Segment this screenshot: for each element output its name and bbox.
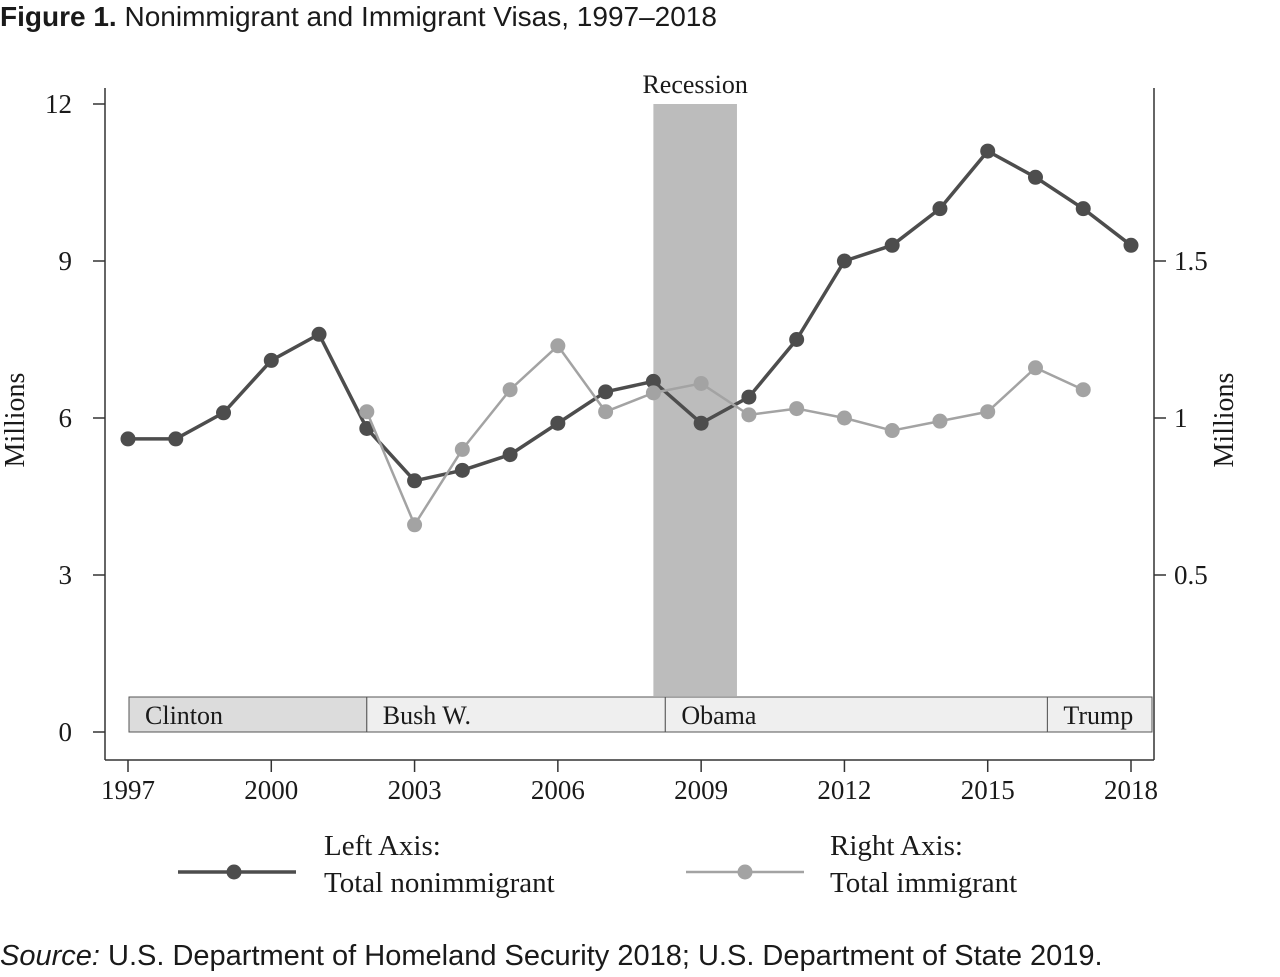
chart-axes-layer: 0 3 6 9 12 0.5 1 1.5 1997 2000 2003 2006 2009 2012 201… (0, 88, 1240, 805)
recession-label: Recession (642, 70, 747, 99)
data-point (693, 415, 709, 431)
data-point (263, 352, 279, 368)
chart-legend-layer: Left Axis: Total nonimmigrant Right Axis: T… (178, 830, 1017, 899)
figure-title-text: Nonimmigrant and Immigrant Visas, 1997–2… (124, 1, 717, 32)
administration-segment (1046, 696, 1153, 733)
x-axis-tick-label: 2006 (531, 775, 585, 805)
data-point (693, 375, 709, 391)
data-point (836, 253, 852, 269)
x-axis-tick-label: 2009 (674, 775, 728, 805)
legend-item: Left Axis: Total nonimmigrant (178, 830, 555, 899)
data-point (407, 517, 423, 533)
data-point (407, 473, 423, 489)
right-axis-title: Millions (1209, 373, 1240, 468)
legend-axis-title: Left Axis: (324, 830, 441, 862)
data-point (359, 404, 375, 420)
data-point (741, 389, 757, 405)
data-point (502, 382, 518, 398)
administration-label: Obama (681, 701, 757, 730)
x-axis-tick-label: 2015 (961, 775, 1015, 805)
left-axis-tick-label: 0 (59, 717, 73, 747)
series-line (365, 344, 1084, 527)
left-axis-title: Millions (0, 373, 31, 468)
data-point (884, 237, 900, 253)
source-note: Source: U.S. Department of Homeland Secu… (0, 936, 1103, 976)
data-point (932, 413, 948, 429)
x-axis-tick-label: 2012 (817, 775, 871, 805)
data-point (789, 401, 805, 417)
legend-swatch-marker (226, 864, 242, 880)
legend-item: Right Axis: Total immigrant (686, 830, 1017, 899)
right-axis-tick-label: 0.5 (1174, 560, 1208, 590)
data-point (454, 441, 470, 457)
data-point (980, 143, 996, 159)
legend-axis-title: Right Axis: (830, 830, 963, 862)
data-point (502, 447, 518, 463)
data-point (1027, 169, 1043, 185)
right-axis-tick-label: 1 (1174, 403, 1188, 433)
left-axis-tick-label: 3 (59, 560, 73, 590)
left-axis-tick-label: 6 (59, 403, 73, 433)
data-point (980, 404, 996, 420)
data-point (645, 373, 661, 389)
right-axis-tick-label: 1.5 (1174, 246, 1208, 276)
left-axis-tick-label: 9 (59, 246, 73, 276)
data-point (1027, 360, 1043, 376)
data-point (311, 326, 327, 342)
chart-series-layer (120, 143, 1139, 533)
series-total-nonimmigrant (120, 143, 1139, 489)
data-point (789, 332, 805, 347)
administration-label: Clinton (145, 701, 223, 730)
left-axis-tick-label: 12 (45, 89, 72, 119)
source-label: Source: (0, 940, 100, 972)
legend-series-name: Total nonimmigrant (324, 867, 555, 899)
administration-segment (664, 696, 1048, 733)
figure-title: Figure 1. Nonimmigrant and Immigrant Vis… (0, 0, 717, 34)
data-point (216, 405, 232, 421)
x-axis-tick-label: 2018 (1104, 775, 1158, 805)
data-point (168, 431, 184, 447)
data-point (884, 423, 900, 439)
source-text: U.S. Department of Homeland Security 201… (108, 940, 1103, 972)
data-point (550, 415, 566, 431)
x-axis-tick-label: 2003 (388, 775, 442, 805)
chart-background-layer: Recession Clinton Bush W. Obama Trump (128, 70, 1153, 733)
data-point (1075, 382, 1091, 398)
administration-segment (128, 696, 368, 733)
legend-series-name: Total immigrant (830, 867, 1017, 899)
series-total-immigrant (359, 338, 1091, 533)
data-point (1123, 237, 1139, 253)
data-point (645, 385, 661, 401)
data-point (120, 431, 136, 447)
data-point (454, 462, 470, 478)
data-point (1075, 201, 1091, 217)
x-axis-tick-label: 1997 (101, 775, 155, 805)
legend-swatch-marker (737, 864, 753, 880)
data-point (598, 404, 614, 420)
recession-band (653, 104, 737, 696)
administration-label: Trump (1063, 701, 1133, 730)
data-point (836, 410, 852, 426)
x-axis-tick-label: 2000 (244, 775, 298, 805)
administration-label: Bush W. (383, 701, 471, 730)
figure-number: Figure 1. (0, 1, 117, 32)
data-point (550, 338, 566, 354)
data-point (598, 384, 614, 400)
data-point (741, 407, 757, 423)
series-line (128, 149, 1133, 483)
data-point (932, 201, 948, 217)
data-point (359, 420, 375, 436)
